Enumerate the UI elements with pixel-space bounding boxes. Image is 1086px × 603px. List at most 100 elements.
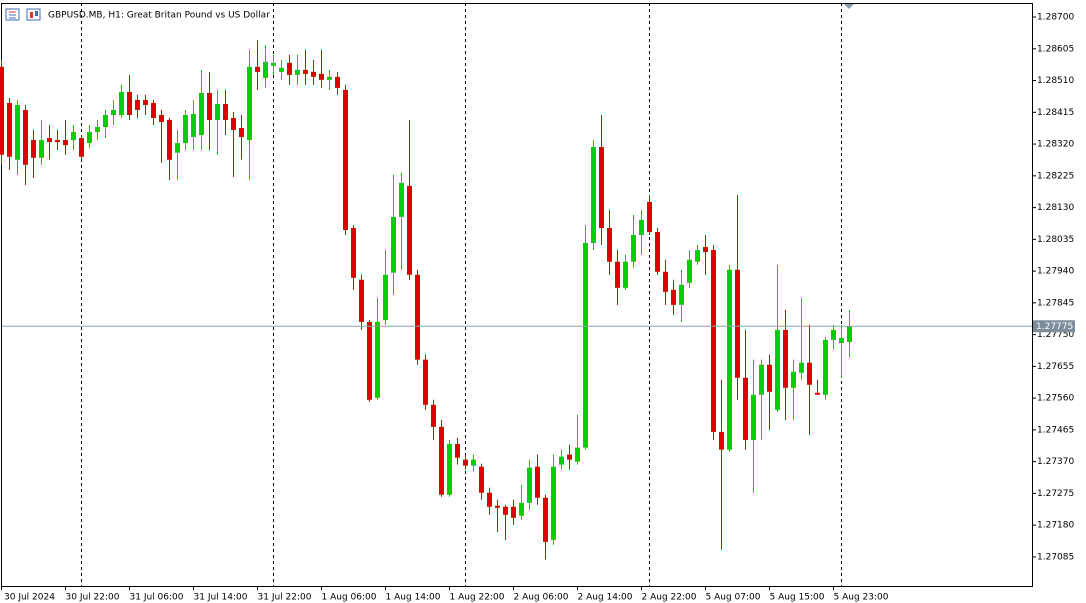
candle-body [583, 243, 588, 448]
candle-body [55, 140, 60, 143]
candle-body [735, 269, 740, 378]
y-tick-label: 1.28605 [1037, 44, 1074, 54]
candle-body [335, 76, 340, 88]
candle-body [743, 377, 748, 440]
candle-body [71, 132, 76, 141]
candle-body [439, 426, 444, 495]
candle-body [463, 459, 468, 466]
candle-body [319, 73, 324, 80]
candle-body [39, 140, 44, 158]
candle-body [279, 67, 284, 72]
candle-body [687, 259, 692, 283]
candle-body [487, 492, 492, 507]
candle-body [151, 102, 156, 118]
candle-body [399, 182, 404, 217]
candle-body [215, 103, 220, 121]
candle-body [655, 231, 660, 272]
candle-body [295, 69, 300, 75]
candle-body [679, 284, 684, 305]
candle-body [367, 321, 372, 400]
x-tick-label: 2 Aug 22:00 [642, 593, 697, 603]
candle-body [823, 339, 828, 395]
candle-body [7, 102, 12, 157]
candle-body [727, 269, 732, 450]
candle-body [407, 185, 412, 275]
candle-body [119, 91, 124, 115]
icon-chart [26, 8, 41, 21]
candle-body [15, 104, 20, 160]
candle-body [415, 274, 420, 360]
candle-body [255, 66, 260, 72]
candle-body [343, 89, 348, 230]
candle-body [535, 466, 540, 498]
candle-body [247, 66, 252, 141]
candle-body [783, 329, 788, 388]
candle-body [775, 329, 780, 410]
candle-body [199, 92, 204, 136]
candle-body [311, 71, 316, 77]
candle-body [719, 431, 724, 450]
x-tick-label: 31 Jul 22:00 [258, 593, 312, 603]
shift-marker [844, 4, 854, 9]
candle-body [23, 109, 28, 165]
candle-body [711, 250, 716, 432]
candle-body [47, 138, 52, 143]
candle-body [31, 140, 36, 158]
candle-body [663, 271, 668, 292]
candle-body [495, 505, 500, 508]
candle-body [431, 404, 436, 427]
candle-body [263, 61, 268, 78]
candle-body [847, 325, 852, 342]
x-tick-label: 31 Jul 06:00 [130, 593, 184, 603]
y-tick-label: 1.27845 [1037, 298, 1074, 308]
x-tick-label: 5 Aug 07:00 [706, 593, 761, 603]
chart-title: GBPUSD.MB, H1: Great Britan Pound vs US … [48, 11, 270, 21]
candle-body [527, 467, 532, 503]
candle-body [479, 466, 484, 493]
toolbar-icons [5, 8, 41, 21]
candle-body [519, 502, 524, 516]
candle-body [239, 128, 244, 138]
candle-body [759, 364, 764, 395]
candle-body [511, 506, 516, 518]
x-tick-label: 1 Aug 06:00 [322, 593, 377, 603]
x-tick-label: 2 Aug 06:00 [514, 593, 569, 603]
x-tick-label: 1 Aug 22:00 [450, 593, 505, 603]
x-tick-label: 30 Jul 2024 [4, 593, 55, 603]
candle-body [111, 109, 116, 115]
candle-body [615, 261, 620, 288]
icon-bar [35, 11, 38, 16]
candle-body [175, 143, 180, 153]
candle-body [567, 454, 572, 460]
plot-frame [1, 3, 1033, 587]
candle-body [143, 99, 148, 105]
candle-body [79, 138, 84, 157]
y-tick-label: 1.27180 [1037, 521, 1074, 531]
current-price-box [1033, 320, 1075, 333]
candle-body [359, 279, 364, 322]
y-tick-label: 1.27370 [1037, 457, 1074, 467]
candle-body [543, 497, 548, 542]
candle-body [799, 362, 804, 373]
candle-body [191, 113, 196, 138]
candle-body [671, 289, 676, 305]
y-tick-label: 1.27085 [1037, 552, 1074, 562]
y-tick-label: 1.28320 [1037, 140, 1074, 150]
candle-body [231, 117, 236, 131]
candle-body [87, 132, 92, 144]
y-tick-label: 1.27465 [1037, 425, 1074, 435]
candle-body [95, 127, 100, 133]
candle-body [591, 147, 596, 244]
candle-body [223, 103, 228, 121]
candle-body [63, 140, 68, 146]
candle-body [791, 371, 796, 388]
y-tick-label: 1.27655 [1037, 362, 1074, 372]
candle-body [639, 219, 644, 235]
candle-body [767, 364, 772, 392]
candle-body [751, 394, 756, 440]
candle-body [623, 261, 628, 288]
y-tick-label: 1.27560 [1037, 394, 1074, 404]
y-tick-label: 1.27940 [1037, 267, 1074, 277]
y-tick-label: 1.28415 [1037, 108, 1074, 118]
